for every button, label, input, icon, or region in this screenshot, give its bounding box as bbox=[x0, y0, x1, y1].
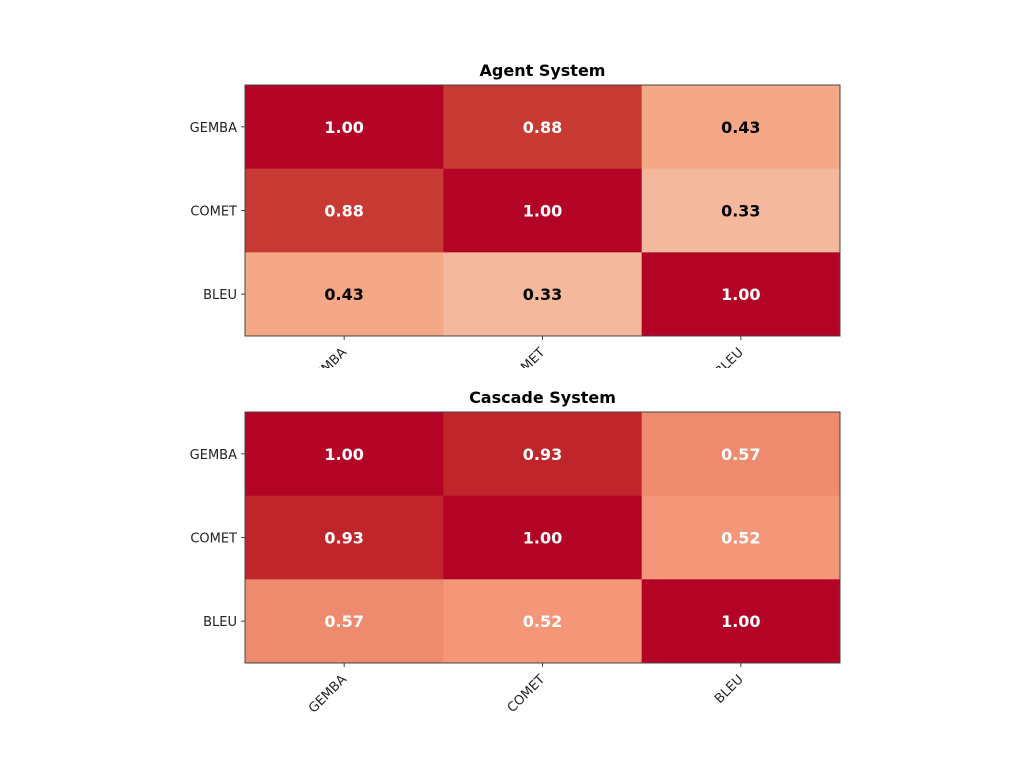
heatmap-cell bbox=[443, 412, 643, 497]
cell-value-label: 0.93 bbox=[324, 529, 363, 548]
x-tick-label: COMET bbox=[505, 345, 549, 389]
heatmap-cell bbox=[245, 168, 444, 253]
cell-value-label: 0.88 bbox=[523, 118, 562, 137]
heatmap-cell bbox=[245, 579, 444, 664]
cell-value-label: 1.00 bbox=[721, 285, 760, 304]
x-tick-label: BLEU bbox=[712, 345, 747, 380]
heatmap-cell bbox=[641, 412, 841, 497]
cell-value-label: 0.57 bbox=[721, 445, 760, 464]
cell-value-label: 0.43 bbox=[721, 118, 760, 137]
heatmap-cell bbox=[443, 495, 643, 580]
cell-value-label: 0.88 bbox=[324, 202, 363, 221]
y-tick-label: GEMBA bbox=[190, 121, 237, 136]
heatmap-cell bbox=[641, 85, 841, 170]
cell-value-label: 1.00 bbox=[721, 612, 760, 631]
cell-value-label: 0.43 bbox=[324, 285, 363, 304]
cell-value-label: 0.93 bbox=[523, 445, 562, 464]
heatmap-cell bbox=[641, 168, 841, 253]
x-tick-label: GEMBA bbox=[306, 672, 350, 716]
y-tick-label: BLEU bbox=[203, 615, 237, 630]
cell-value-label: 0.52 bbox=[721, 529, 760, 548]
x-tick-label: COMET bbox=[505, 672, 549, 716]
chart-title: Agent System bbox=[480, 61, 606, 80]
heatmap-cell bbox=[443, 168, 643, 253]
heatmap-cell bbox=[245, 252, 444, 337]
heatmap-cell bbox=[641, 579, 841, 664]
cell-value-label: 1.00 bbox=[523, 202, 562, 221]
heatmap-cell bbox=[641, 252, 841, 337]
heatmap-cell bbox=[245, 495, 444, 580]
x-tick-label: BLEU bbox=[712, 672, 747, 707]
cell-value-label: 0.33 bbox=[523, 285, 562, 304]
heatmap-1: Agent System 1.00 0.88 0.43 0.88 1.00 0.33 0.43… bbox=[190, 61, 841, 389]
cell-value-label: 1.00 bbox=[324, 118, 363, 137]
cell-value-label: 0.52 bbox=[523, 612, 562, 631]
heatmap-cell bbox=[641, 495, 841, 580]
heatmap-cell bbox=[245, 85, 444, 170]
y-tick-label: BLEU bbox=[203, 288, 237, 303]
heatmap-cell bbox=[443, 85, 643, 170]
heatmap-cell bbox=[245, 412, 444, 497]
x-tick-labels-clipped: GEMBA COMET BLEU bbox=[306, 345, 747, 389]
heatmap-cell bbox=[443, 252, 643, 337]
cell-value-label: 1.00 bbox=[523, 529, 562, 548]
heatmap-2: Cascade System 1.00 0.93 0.57 0.93 1.00 0.52 0.… bbox=[190, 388, 841, 716]
cell-value-label: 0.57 bbox=[324, 612, 363, 631]
heatmap-cell bbox=[443, 579, 643, 664]
cell-value-label: 1.00 bbox=[324, 445, 363, 464]
x-tick-label: GEMBA bbox=[306, 345, 350, 389]
cell-value-label: 0.33 bbox=[721, 202, 760, 221]
chart-title: Cascade System bbox=[469, 388, 616, 407]
y-tick-label: COMET bbox=[190, 205, 237, 220]
y-tick-label: COMET bbox=[190, 532, 237, 547]
y-tick-label: GEMBA bbox=[190, 448, 237, 463]
